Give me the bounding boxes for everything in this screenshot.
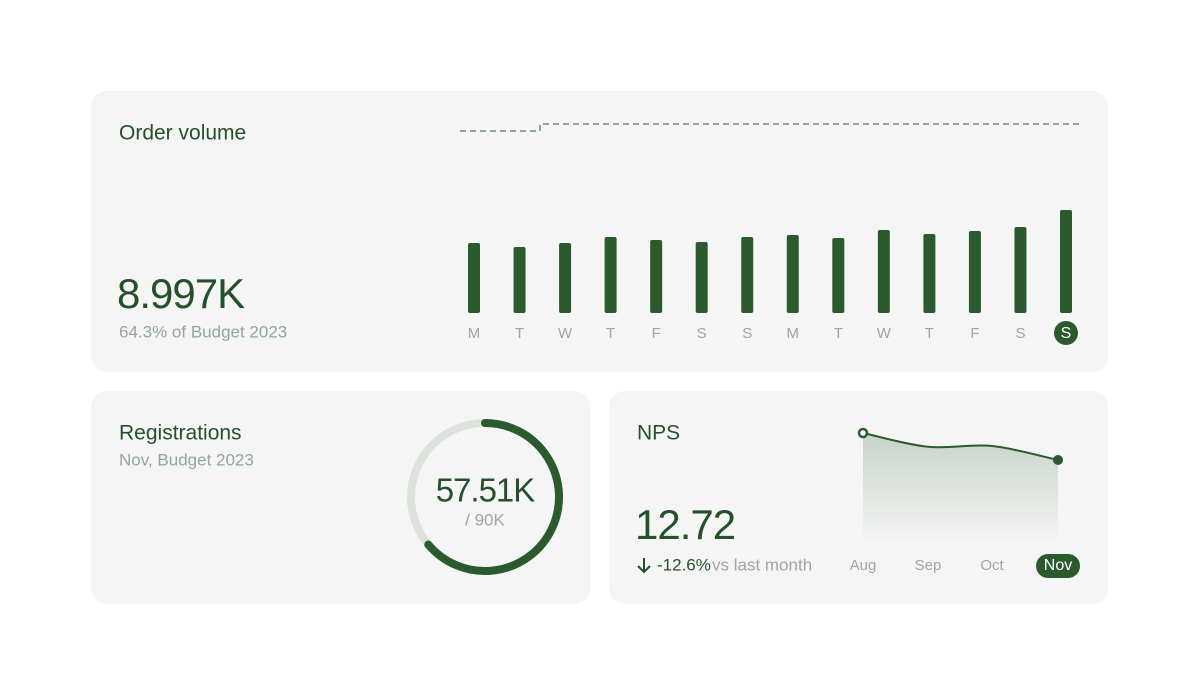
donut-value: 57.51K — [436, 472, 536, 509]
bar — [1060, 210, 1072, 313]
selected-day — [1054, 321, 1078, 345]
donut-progress — [424, 419, 563, 575]
day-label: W — [877, 325, 892, 342]
day-label: S — [742, 325, 752, 342]
bar — [1014, 227, 1027, 313]
day-label: T — [925, 325, 934, 342]
day-label: M — [468, 325, 481, 342]
bar — [559, 243, 572, 313]
down-arrow — [637, 558, 651, 574]
month-label: Oct — [980, 557, 1004, 574]
day-label: F — [970, 325, 979, 342]
bar — [923, 234, 936, 313]
kpi-subtitle: 64.3% of Budget 2023 — [119, 322, 287, 341]
area — [863, 433, 1058, 545]
day-label: T — [515, 325, 524, 342]
day-label: M — [787, 325, 800, 342]
month-label: Sep — [915, 557, 942, 574]
day-label: S — [697, 325, 707, 342]
budget-line — [460, 123, 1082, 132]
order-card — [91, 91, 1108, 372]
card-title: Order volume — [119, 122, 246, 145]
donut-total: / 90K — [465, 510, 505, 529]
end-point — [1053, 455, 1063, 465]
month-label: Aug — [850, 557, 877, 574]
card-subtitle: Nov, Budget 2023 — [119, 450, 254, 469]
start-point — [857, 427, 869, 439]
bar — [832, 238, 845, 313]
card-title: Registrations — [119, 422, 242, 445]
bar — [741, 237, 754, 313]
bar — [650, 240, 663, 313]
bar — [695, 242, 708, 313]
bar — [877, 230, 890, 313]
card-title: NPS — [637, 422, 680, 445]
bar — [968, 231, 981, 313]
day-label: F — [652, 325, 661, 342]
kpi-value: 8.997K — [117, 270, 245, 317]
bar — [604, 237, 617, 313]
bar — [786, 235, 799, 313]
selected-month — [1036, 554, 1080, 578]
day-label: T — [606, 325, 615, 342]
month-label: Nov — [1044, 557, 1072, 574]
change-value: -12.6% — [657, 555, 711, 574]
bar — [468, 243, 480, 313]
kpi-value: 12.72 — [635, 501, 735, 548]
day-label: W — [558, 325, 573, 342]
day-label: T — [834, 325, 843, 342]
day-label: S — [1061, 325, 1072, 342]
nps-card — [609, 391, 1108, 604]
registrations-card — [91, 391, 590, 604]
change-text: vs last month — [712, 555, 812, 574]
day-label: S — [1015, 325, 1025, 342]
bar — [513, 247, 526, 313]
line — [862, 432, 1059, 461]
